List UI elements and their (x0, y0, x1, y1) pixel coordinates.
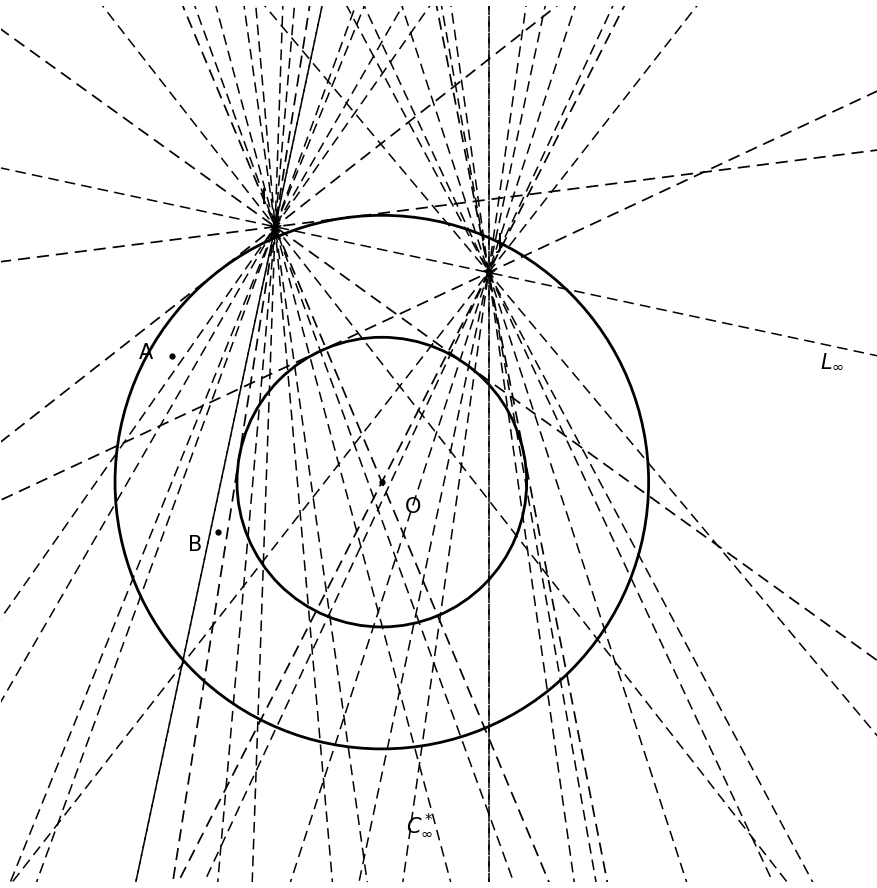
Text: J: J (496, 234, 502, 253)
Text: $L_\infty$: $L_\infty$ (819, 351, 844, 371)
Text: B: B (189, 535, 203, 556)
Text: O: O (404, 497, 421, 518)
Text: A: A (139, 343, 153, 362)
Text: $C^*_\infty$: $C^*_\infty$ (405, 812, 433, 839)
Text: I: I (260, 187, 267, 208)
